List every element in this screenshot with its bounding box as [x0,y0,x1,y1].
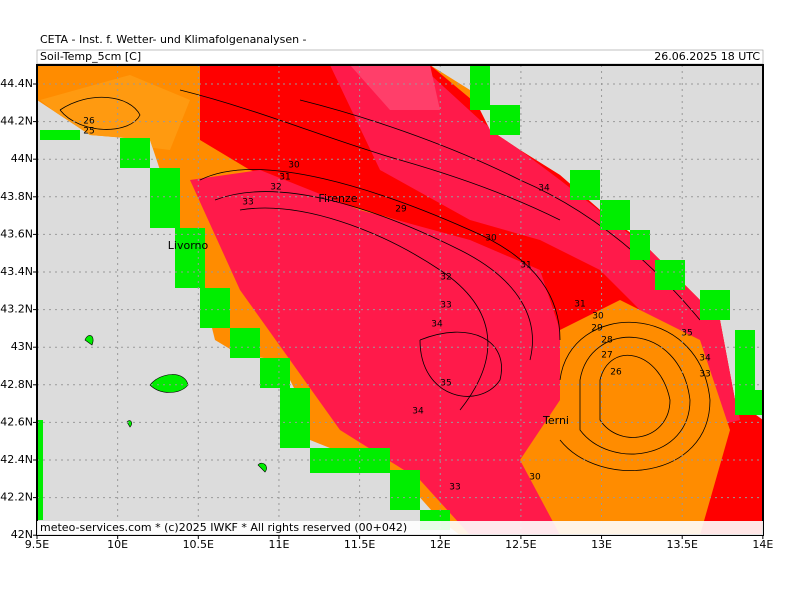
valid-time: 26.06.2025 18 UTC [654,50,760,63]
x-tick-label: 11.5E [344,538,375,551]
contour-label: 33 [449,483,460,493]
contour-label: 34 [431,320,443,330]
contour-label: 29 [591,324,603,334]
y-tick-label: 42.4N [0,453,33,466]
y-tick-label: 44N [11,152,33,165]
y-tick-label: 44.4N [0,77,33,90]
x-tick-label: 14E [752,538,773,551]
contour-label: 26 [83,117,95,127]
contour-label: 28 [601,336,613,346]
contour-label: 34 [412,407,424,417]
grid [37,65,763,535]
y-tick-label: 43.4N [0,265,33,278]
x-tick-label: 13.5E [666,538,697,551]
contour-label: 35 [681,329,692,339]
contour-label: 31 [574,300,585,310]
contour-label: 33 [440,301,451,311]
contour-label: 35 [440,379,451,389]
coast-cells [37,65,763,530]
y-tick-label: 42.6N [0,415,33,428]
contour-label: 31 [520,261,531,271]
contour-label: 27 [601,351,612,361]
contour-label: 33 [699,370,710,380]
field-label: Soil-Temp_5cm [C] [40,50,141,63]
x-tick-label: 11E [268,538,289,551]
x-tick-label: 12E [430,538,451,551]
contour-label: 29 [395,205,407,215]
y-tick-label: 42.8N [0,378,33,391]
y-tick-label: 42.2N [0,491,33,504]
y-tick-label: 43.2N [0,303,33,316]
contour-label: 34 [538,184,550,194]
place-label: Firenze [318,192,357,205]
contour-label: 34 [699,354,711,364]
contour-label: 25 [83,127,94,137]
contour-label: 26 [610,368,622,378]
contour-label: 32 [270,183,281,193]
map: meteo-services.com * (c)2025 IWKF * All … [36,64,764,536]
y-tick-label: 42N [11,528,33,541]
x-tick-label: 13E [591,538,612,551]
footer-bar [37,521,763,535]
footer: meteo-services.com * (c)2025 IWKF * All … [40,521,407,534]
contour-label: 30 [485,234,497,244]
x-tick-label: 10.5E [183,538,214,551]
y-tick-label: 44.2N [0,115,33,128]
header-title: CETA - Inst. f. Wetter- und Klimafolgena… [40,33,307,46]
y-tick-label: 43.8N [0,190,33,203]
contour-label: 30 [288,161,300,171]
y-tick-label: 43N [11,340,33,353]
x-tick-label: 12.5E [505,538,536,551]
contour-label: 33 [242,198,253,208]
contour-label: 31 [279,173,290,183]
x-tick-label: 10E [107,538,128,551]
place-label: Terni [542,414,569,427]
contour-label: 32 [440,273,451,283]
contour-label: 30 [529,473,541,483]
y-tick-label: 43.6N [0,227,33,240]
x-tick-label: 9.5E [25,538,49,551]
place-label: Livorno [168,239,209,252]
contour-label: 30 [592,312,604,322]
